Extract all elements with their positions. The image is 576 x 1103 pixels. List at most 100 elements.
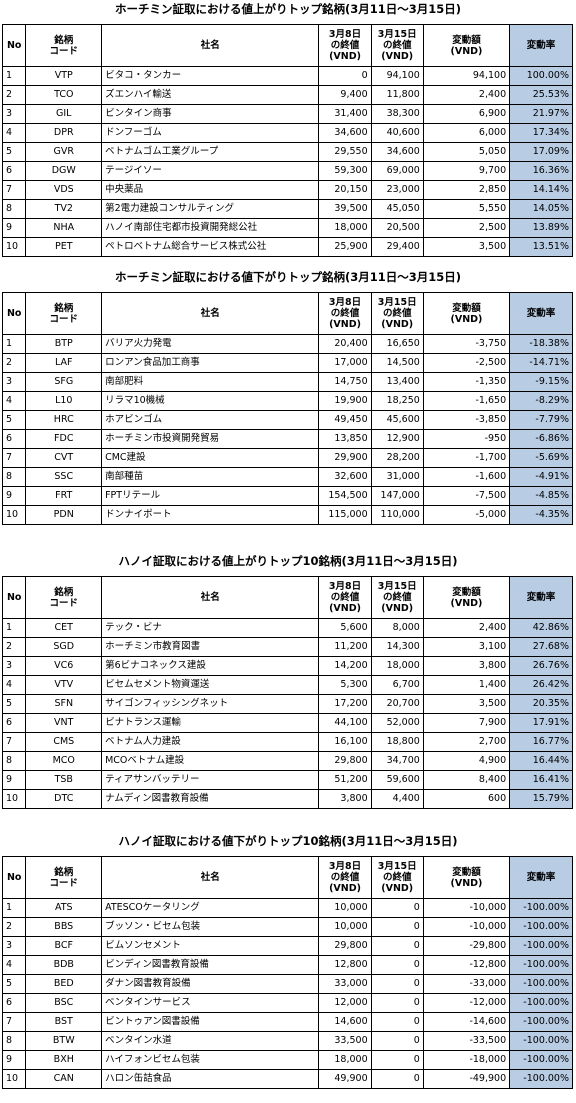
company-name: ティアサンバッテリー	[101, 770, 320, 790]
change-rate: -18.38%	[509, 334, 573, 354]
price-after: 29,400	[370, 237, 424, 257]
stock-ranking-table: No 銘柄 コード 社名 3月8日 の終値 (VND) 3月15日 の終値 (VND) 変動額 (VN…	[1, 576, 573, 809]
price-before: 3,800	[318, 789, 372, 809]
table-title: ハノイ証取における値下がりトップ10銘柄(3月11日～3月15日)	[118, 834, 458, 848]
price-before: 5,300	[318, 675, 372, 695]
price-change: 94,100	[422, 66, 511, 86]
row-no: 8	[1, 1031, 27, 1051]
stock-code: BXH	[25, 1050, 103, 1070]
price-before: 13,850	[318, 429, 372, 449]
price-after: 12,900	[370, 429, 424, 449]
price-after: 34,600	[370, 142, 424, 162]
change-rate: -100.00%	[509, 974, 573, 994]
stock-code: VDS	[25, 180, 103, 200]
price-change: -29,800	[422, 936, 511, 956]
price-change: -5,000	[422, 505, 511, 525]
price-before: 154,500	[318, 486, 372, 506]
stock-code: HRC	[25, 410, 103, 430]
change-rate: 14.05%	[509, 199, 573, 219]
company-name: ホーチミン市投資開発貿易	[101, 429, 320, 449]
row-no: 3	[1, 656, 27, 676]
price-before: 18,000	[318, 218, 372, 238]
change-rate: -14.71%	[509, 353, 573, 373]
table-row: 2 SGD ホーチミン市教育図書 11,200 14,300 3,100 27.68%	[1, 637, 573, 657]
price-before: 20,400	[318, 334, 372, 354]
company-name: 第6ビナコネックス建設	[101, 656, 320, 676]
stock-code: CMS	[25, 732, 103, 752]
change-rate: -100.00%	[509, 1012, 573, 1032]
stock-ranking-table: No 銘柄 コード 社名 3月8日 の終値 (VND) 3月15日 の終値 (VND) 変動額 (VN…	[1, 292, 573, 525]
price-after: 45,050	[370, 199, 424, 219]
company-name: FPTリテール	[101, 486, 320, 506]
table-row: 7 VDS 中央薬品 20,150 23,000 2,850 14.14%	[1, 180, 573, 200]
table-title: ホーチミン証取における値上がりトップ銘柄(3月11日～3月15日)	[114, 2, 462, 16]
table-row: 10 DTC ナムディン図書教育設備 3,800 4,400 600 15.79%	[1, 789, 573, 809]
company-name: サイゴンフィッシングネット	[101, 694, 320, 714]
stock-code: BTP	[25, 334, 103, 354]
change-rate: -100.00%	[509, 1031, 573, 1051]
stock-code: NHA	[25, 218, 103, 238]
price-change: -12,000	[422, 993, 511, 1013]
company-name: ホアビンゴム	[101, 410, 320, 430]
header-no: No	[1, 24, 27, 67]
table-row: 8 SSC 南部種苗 32,600 31,000 -1,600 -4.91%	[1, 467, 573, 487]
price-change: 5,050	[422, 142, 511, 162]
header-change: 変動額 (VND)	[422, 292, 511, 335]
price-before: 34,600	[318, 123, 372, 143]
price-change: 3,500	[422, 237, 511, 257]
row-no: 2	[1, 917, 27, 937]
price-before: 29,800	[318, 751, 372, 771]
price-change: -10,000	[422, 917, 511, 937]
row-no: 5	[1, 410, 27, 430]
price-after: 59,600	[370, 770, 424, 790]
price-before: 39,500	[318, 199, 372, 219]
company-name: ダナン図書教育設備	[101, 974, 320, 994]
price-after: 0	[370, 993, 424, 1013]
stock-code: FDC	[25, 429, 103, 449]
company-name: リラマ10機械	[101, 391, 320, 411]
company-name: ベンタインサービス	[101, 993, 320, 1013]
header-price-after: 3月15日 の終値 (VND)	[370, 24, 424, 67]
price-after: 8,000	[370, 618, 424, 638]
row-no: 1	[1, 898, 27, 918]
header-no: No	[1, 576, 27, 619]
stock-code: DGW	[25, 161, 103, 181]
company-name: CMC建設	[101, 448, 320, 468]
header-name: 社名	[101, 856, 320, 899]
price-before: 12,800	[318, 955, 372, 975]
company-name: ビタコ・タンカー	[101, 66, 320, 86]
price-change: 5,550	[422, 199, 511, 219]
change-rate: 27.68%	[509, 637, 573, 657]
table-row: 10 PDN ドンナイポート 115,000 110,000 -5,000 -4.35%	[1, 505, 573, 525]
company-name: ビナトランス運輸	[101, 713, 320, 733]
stock-code: GIL	[25, 104, 103, 124]
price-after: 16,650	[370, 334, 424, 354]
header-rate: 変動率	[509, 576, 573, 619]
stock-code: VTV	[25, 675, 103, 695]
price-before: 12,000	[318, 993, 372, 1013]
company-name: ベンタイン水道	[101, 1031, 320, 1051]
table-title: ホーチミン証取における値下がりトップ銘柄(3月11日～3月15日)	[114, 270, 462, 284]
price-after: 94,100	[370, 66, 424, 86]
price-before: 19,900	[318, 391, 372, 411]
price-before: 49,450	[318, 410, 372, 430]
change-rate: -100.00%	[509, 1050, 573, 1070]
price-change: 3,800	[422, 656, 511, 676]
company-name: ビンタイン商事	[101, 104, 320, 124]
stock-code: VC6	[25, 656, 103, 676]
stock-code: TSB	[25, 770, 103, 790]
stock-ranking-table: No 銘柄 コード 社名 3月8日 の終値 (VND) 3月15日 の終値 (VND) 変動額 (VN…	[1, 856, 573, 1089]
change-rate: 16.36%	[509, 161, 573, 181]
table-row: 6 VNT ビナトランス運輸 44,100 52,000 7,900 17.91%	[1, 713, 573, 733]
price-change: -18,000	[422, 1050, 511, 1070]
stock-code: CET	[25, 618, 103, 638]
price-change: -3,850	[422, 410, 511, 430]
price-after: 0	[370, 1069, 424, 1089]
price-change: 2,400	[422, 85, 511, 105]
stock-code: PET	[25, 237, 103, 257]
change-rate: 17.09%	[509, 142, 573, 162]
price-before: 31,400	[318, 104, 372, 124]
header-code: 銘柄 コード	[25, 292, 103, 335]
header-change: 変動額 (VND)	[422, 856, 511, 899]
price-before: 14,200	[318, 656, 372, 676]
